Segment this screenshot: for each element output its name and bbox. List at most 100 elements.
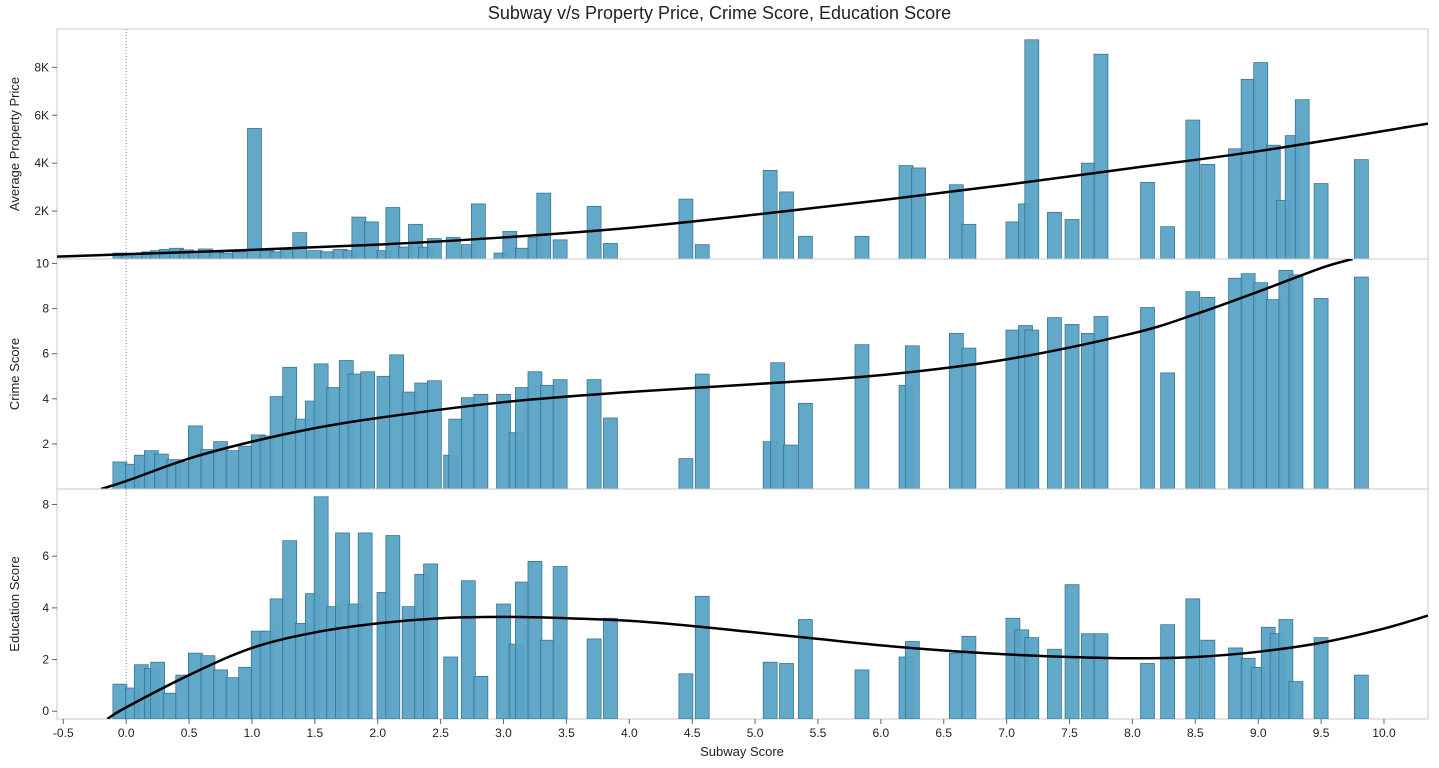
bar [1047,648,1062,719]
bar [603,617,618,719]
bar [1185,119,1201,259]
bar [678,458,694,489]
bar [1064,219,1080,259]
bar [385,535,401,719]
bar [515,387,530,489]
bar [1160,372,1175,489]
y-tick-label: 6 [42,347,49,361]
x-tick-label: 6.0 [873,726,890,740]
y-axis-title: Education Score [7,556,22,651]
bar [948,333,964,489]
x-tick-label: 9.0 [1250,726,1267,740]
y-tick-label: 2 [42,653,49,667]
bar [515,581,530,719]
bar [694,373,710,489]
bar [854,669,870,719]
bar [1024,637,1040,719]
bar [1288,681,1304,719]
bar [527,371,543,489]
bar [445,237,461,259]
bar [292,232,308,259]
bar [307,250,323,259]
x-tick-label: 9.5 [1313,726,1330,740]
bar [351,216,367,259]
bar [552,566,568,719]
bar [1240,78,1256,259]
bar [1313,637,1329,719]
panels-layer: 2K 4K 6K 8K Average Property Price 2 4 6 8 10 Crim… [7,28,1429,720]
y-axis-title: Crime Score [7,338,22,410]
x-tick-label: 5.0 [747,726,764,740]
bar [552,379,568,489]
bar [282,540,298,719]
bar [269,598,285,719]
bar [1265,299,1281,489]
y-axis-title: Average Property Price [7,77,22,211]
bar [961,223,977,259]
x-tick-label: 7.0 [998,726,1015,740]
bar [798,402,813,489]
bar [1140,181,1155,259]
bar [961,635,977,719]
y-tick-label: 6 [42,549,49,563]
bar [536,192,552,259]
bar [515,247,530,259]
bar [1353,159,1369,259]
bar [798,619,813,719]
x-tick-label: 3.5 [558,726,575,740]
x-tick-label: 8.5 [1187,726,1204,740]
bar [162,692,178,719]
panel-3: 0 2 4 6 8 Education Score [7,488,1429,720]
y-tick-label: 4 [42,392,49,406]
bar [1228,277,1243,489]
bar [282,366,298,489]
bars-group [112,269,1369,489]
bar [1288,274,1304,489]
bar [238,445,254,489]
bar [586,638,602,719]
bar [779,663,794,719]
bar [1064,324,1080,489]
x-tick-label: 4.0 [621,726,638,740]
bar [426,380,442,489]
panel-1: 2K 4K 6K 8K Average Property Price [7,28,1429,260]
panel-2: 2 4 6 8 10 Crime Score [7,257,1429,490]
bar [678,198,694,259]
bar [1185,291,1201,489]
bar [1160,226,1175,259]
bar [1093,53,1109,259]
bar [1313,298,1329,489]
bar [496,603,511,719]
y-tick-label: 8K [34,60,49,74]
bar [961,347,977,489]
bar [448,418,464,489]
x-tick-label: 5.5 [810,726,827,740]
bar [389,354,404,489]
bar [326,387,342,489]
bar [1200,296,1216,489]
bar [1200,639,1216,719]
bar [1294,99,1310,259]
bar [694,595,710,719]
bar [1093,316,1109,489]
x-tick-label: 4.5 [684,726,701,740]
bar [540,639,555,719]
bar [1228,148,1243,259]
bar [782,444,798,489]
bar [1005,329,1021,489]
bars-group [112,496,1369,719]
bar [188,652,203,719]
bar [232,251,247,259]
bar [364,221,379,259]
bar [1313,183,1329,259]
bar [385,207,401,259]
bar [898,165,914,259]
bar [401,391,417,489]
bar [527,561,543,719]
bar [694,244,710,259]
bar [496,393,511,489]
x-tick-label: 0.0 [118,726,135,740]
y-tick-label: 2 [42,437,49,451]
x-axis-title: Subway Score [700,744,784,759]
x-tick-label: -0.5 [53,726,74,740]
